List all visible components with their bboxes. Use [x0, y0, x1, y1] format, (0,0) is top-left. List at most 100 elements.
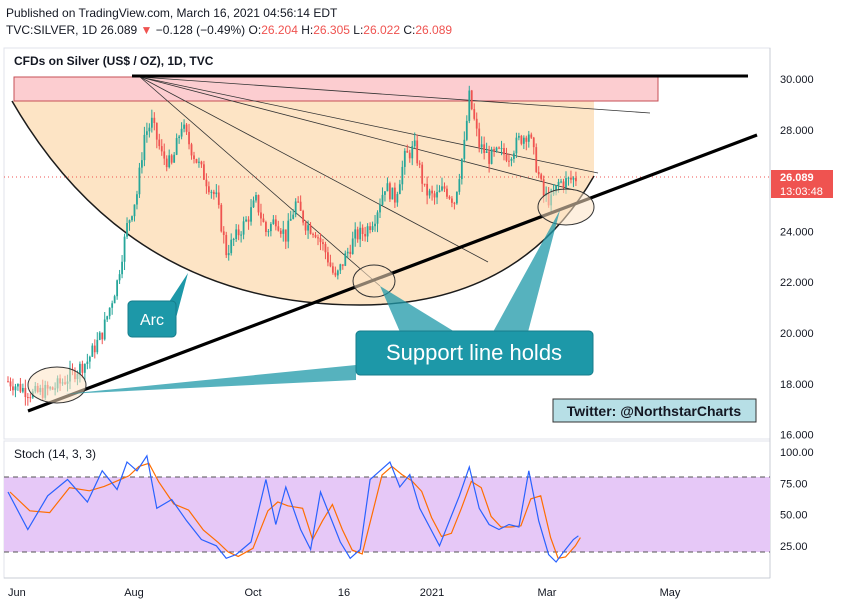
- price-tick-5: 20.000: [780, 328, 814, 340]
- candle-body: [269, 223, 272, 232]
- candle-body: [225, 234, 228, 256]
- candle-body: [98, 332, 101, 340]
- candle-body: [106, 316, 109, 320]
- fan-line-3: [139, 76, 575, 191]
- candle-body: [21, 387, 24, 392]
- candle-body: [207, 186, 210, 193]
- candle-body: [294, 201, 297, 215]
- published-line: Published on TradingView.com, March 16, …: [6, 6, 337, 20]
- price-axis-labels: 30.00028.00026.00024.00022.00020.00018.0…: [780, 74, 814, 442]
- candle-body: [356, 229, 359, 240]
- candle-body: [455, 191, 458, 204]
- price-tick-0: 30.000: [780, 74, 814, 86]
- candle-body: [175, 138, 178, 155]
- candle-body: [91, 345, 94, 357]
- twitter-text: Twitter: @NorthstarCharts: [567, 403, 742, 419]
- candle-body: [245, 219, 247, 222]
- candle-body: [374, 223, 376, 227]
- stoch-axis-labels: 100.00 75.00 50.00 25.00: [780, 447, 814, 553]
- candle-body: [237, 229, 240, 236]
- time-tick-2: Oct: [244, 587, 261, 599]
- fan-line-5: [139, 76, 381, 287]
- candle-body: [423, 183, 426, 185]
- high-value: 26.305: [313, 23, 350, 37]
- candle-body: [322, 242, 324, 245]
- fan-lines: [139, 76, 651, 287]
- candle-body: [530, 134, 533, 138]
- candle-body: [344, 253, 347, 266]
- candle-body: [183, 124, 185, 129]
- published-text: Published on TradingView.com, March 16, …: [6, 6, 338, 20]
- candle-body: [520, 135, 523, 144]
- candle-body: [200, 161, 203, 165]
- candle-body: [359, 227, 362, 240]
- candle-body: [19, 383, 22, 392]
- candle-body: [522, 137, 525, 144]
- candle-body: [128, 220, 131, 224]
- candle-body: [83, 364, 86, 373]
- candle-body: [418, 163, 421, 165]
- candle-body: [327, 252, 329, 263]
- candle-body: [329, 262, 332, 267]
- candle-body: [483, 144, 486, 153]
- candle-body: [557, 181, 560, 186]
- candle-body: [304, 222, 307, 231]
- candle-body: [101, 332, 104, 340]
- price-tick-7: 16.000: [780, 430, 814, 442]
- candle-body: [364, 233, 367, 237]
- candle-body: [384, 191, 386, 195]
- last-price-text: 26.089: [780, 172, 814, 184]
- support-callout-pointer-right: [493, 210, 560, 332]
- candle-body: [389, 183, 391, 200]
- candle-body: [299, 201, 302, 211]
- candle-body: [222, 231, 225, 235]
- candle-body: [443, 186, 446, 189]
- candle-body: [339, 264, 342, 271]
- candle-body: [121, 261, 123, 275]
- candle-body: [532, 137, 535, 148]
- candle-body: [480, 144, 483, 148]
- candle-body: [431, 190, 433, 194]
- candle-body: [203, 164, 205, 180]
- open-value: 26.204: [261, 23, 298, 37]
- fan-line-1: [139, 76, 651, 114]
- candle-body: [232, 238, 235, 240]
- candle-body: [319, 237, 322, 243]
- candle-body: [29, 397, 32, 399]
- down-arrow-icon: ▼: [140, 23, 153, 37]
- candle-body: [116, 280, 119, 297]
- candle-body: [441, 186, 443, 191]
- candle-body: [12, 386, 14, 391]
- candle-body: [433, 193, 436, 198]
- candle-body: [371, 226, 374, 231]
- candle-body: [398, 184, 401, 195]
- candle-body: [282, 229, 285, 234]
- candle-body: [488, 151, 491, 164]
- candle-body: [438, 190, 441, 193]
- support-callout-text: Support line holds: [386, 340, 562, 365]
- candle-body: [103, 319, 106, 340]
- candle-body: [205, 179, 208, 187]
- candle-body: [376, 212, 379, 224]
- arc-fill: [12, 101, 594, 305]
- candle-body: [349, 251, 352, 255]
- candle-body: [180, 128, 183, 137]
- candle-body: [148, 127, 151, 132]
- candle-body: [220, 204, 223, 232]
- candle-body: [108, 307, 111, 317]
- candle-body: [324, 244, 327, 253]
- candle-body: [260, 212, 262, 219]
- candle-body: [93, 345, 96, 353]
- candle-body: [284, 229, 287, 242]
- candle-body: [193, 155, 195, 160]
- time-tick-5: Mar: [538, 587, 557, 599]
- candle-body: [24, 387, 27, 398]
- candle-body: [307, 225, 309, 231]
- candle-body: [14, 386, 17, 391]
- candle-body: [317, 237, 319, 239]
- candle-body: [195, 159, 198, 163]
- candle-body: [309, 225, 312, 234]
- high-label: H:: [301, 23, 314, 37]
- candle-body: [535, 147, 538, 172]
